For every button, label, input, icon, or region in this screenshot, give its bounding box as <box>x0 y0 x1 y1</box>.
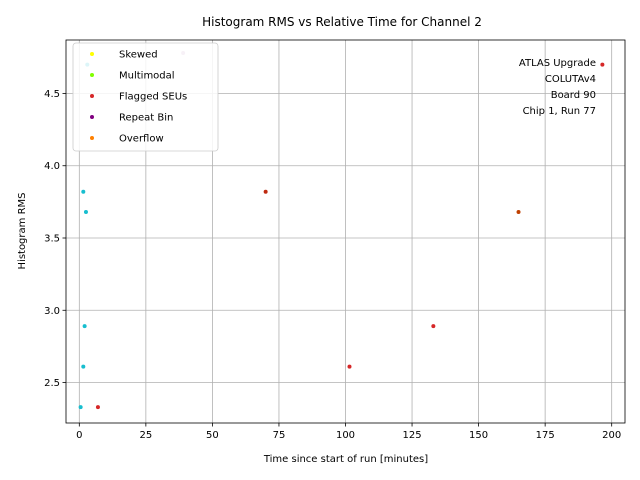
x-tick-label: 125 <box>403 430 422 441</box>
data-point <box>81 364 86 369</box>
y-tick-label: 4.5 <box>44 89 60 100</box>
x-axis-label: Time since start of run [minutes] <box>263 454 428 465</box>
legend-marker <box>90 94 94 98</box>
x-tick-label: 50 <box>206 430 219 441</box>
data-point <box>83 209 88 214</box>
legend-label: Flagged SEUs <box>119 92 187 103</box>
legend-box <box>72 42 219 152</box>
data-point <box>81 189 86 194</box>
y-axis-ticks: 2.5 3.0 3.5 4.0 4.5 <box>44 89 66 389</box>
run-annotation: ATLAS Upgrade COLUTAv4 Board 90 Chip 1, Run… <box>519 58 596 117</box>
y-tick-label: 4.0 <box>44 161 60 172</box>
annotation-line: Board 90 <box>551 90 596 101</box>
legend-label: Skewed <box>119 50 158 61</box>
legend-marker <box>90 73 94 77</box>
annotation-line: ATLAS Upgrade <box>519 58 596 69</box>
y-tick-label: 2.5 <box>44 378 60 389</box>
data-point <box>95 405 100 410</box>
data-point <box>516 209 521 214</box>
data-point <box>78 405 83 410</box>
x-tick-label: 150 <box>469 430 488 441</box>
data-point <box>600 62 605 67</box>
data-point <box>431 324 436 329</box>
annotation-line: Chip 1, Run 77 <box>523 106 596 117</box>
chart-title: Histogram RMS vs Relative Time for Chann… <box>202 15 482 29</box>
x-axis-ticks: 0 25 50 75 100 125 150 175 200 <box>76 423 621 441</box>
y-tick-label: 3.5 <box>44 234 60 245</box>
legend-label: Multimodal <box>119 71 175 82</box>
data-point <box>347 364 352 369</box>
data-point <box>82 324 87 329</box>
x-tick-label: 200 <box>602 430 621 441</box>
x-tick-label: 0 <box>76 430 82 441</box>
data-point <box>263 189 268 194</box>
legend-marker <box>90 115 94 119</box>
legend-marker <box>90 52 94 56</box>
x-tick-label: 25 <box>139 430 152 441</box>
y-axis-label: Histogram RMS <box>17 193 28 270</box>
x-tick-label: 100 <box>336 430 355 441</box>
y-tick-label: 3.0 <box>44 306 60 317</box>
x-tick-label: 75 <box>273 430 286 441</box>
legend-marker <box>90 136 94 140</box>
legend-label: Repeat Bin <box>119 113 173 124</box>
legend-label: Overflow <box>119 134 164 145</box>
annotation-line: COLUTAv4 <box>545 74 596 85</box>
legend: Skewed Multimodal Flagged SEUs Repeat Bin Ov… <box>72 42 219 152</box>
x-tick-label: 175 <box>536 430 555 441</box>
